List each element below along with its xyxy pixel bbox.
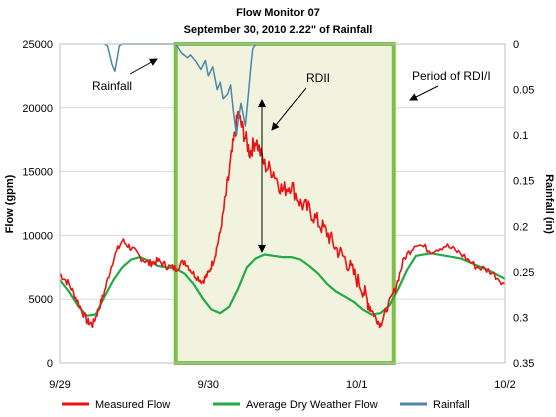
rdii-arrow [271, 87, 307, 131]
right-axis-ticks: 0 0.05 0.1 0.15 0.2 0.25 0.3 0.35 [513, 39, 534, 370]
y-tick-label: 25000 [22, 39, 53, 51]
series-measured-line [59, 110, 506, 329]
x-tick-label: 10/1 [346, 379, 367, 391]
period-arrow [409, 85, 439, 101]
legend-label-dry-weather: Average Dry Weather Flow [246, 399, 378, 411]
legend-label-rainfall: Rainfall [433, 399, 470, 411]
y2-tick-label: 0.05 [513, 85, 534, 97]
rdii-annotation: RDII [306, 71, 330, 85]
rainfall-arrow [129, 58, 158, 75]
rainfall-annotation: Rainfall [92, 79, 132, 93]
y-tick-label: 15000 [22, 167, 53, 179]
y2-tick-label: 0.35 [513, 358, 534, 370]
y-tick-label: 10000 [22, 230, 53, 242]
series-dry-weather-line [59, 252, 506, 317]
x-tick-label: 9/30 [198, 379, 219, 391]
chart-title: Flow Monitor 07 [236, 7, 320, 19]
series-rainfall-line [104, 43, 257, 136]
y2-tick-label: 0 [513, 39, 519, 51]
y2-tick-label: 0.15 [513, 176, 534, 188]
annotations: Rainfall RDII Period of RDI/I [92, 58, 491, 253]
y2-axis-title: Rainfall (in) [543, 174, 555, 234]
x-tick-label: 9/29 [49, 379, 70, 391]
period-of-rdii-box [173, 42, 396, 365]
x-axis-ticks: 9/29 9/30 10/1 10/2 [49, 379, 515, 391]
series-layer [59, 43, 506, 329]
y-tick-label: 20000 [22, 103, 53, 115]
plot-frame [59, 43, 506, 364]
left-axis-ticks: 0 5000 10000 15000 20000 25000 [22, 39, 53, 370]
x-tick-label: 10/2 [494, 379, 515, 391]
y2-tick-label: 0.25 [513, 267, 534, 279]
legend: Measured Flow Average Dry Weather Flow Rai… [62, 399, 470, 411]
y-axis-title: Flow (gpm) [4, 174, 16, 233]
y2-tick-label: 0.2 [513, 221, 528, 233]
y2-tick-label: 0.1 [513, 130, 528, 142]
y2-tick-label: 0.3 [513, 312, 528, 324]
chart-subtitle: September 30, 2010 2.22" of Rainfall [184, 24, 373, 36]
y-tick-label: 5000 [29, 294, 53, 306]
legend-label-measured: Measured Flow [95, 399, 170, 411]
period-annotation: Period of RDI/I [412, 69, 491, 83]
y-tick-label: 0 [47, 358, 53, 370]
